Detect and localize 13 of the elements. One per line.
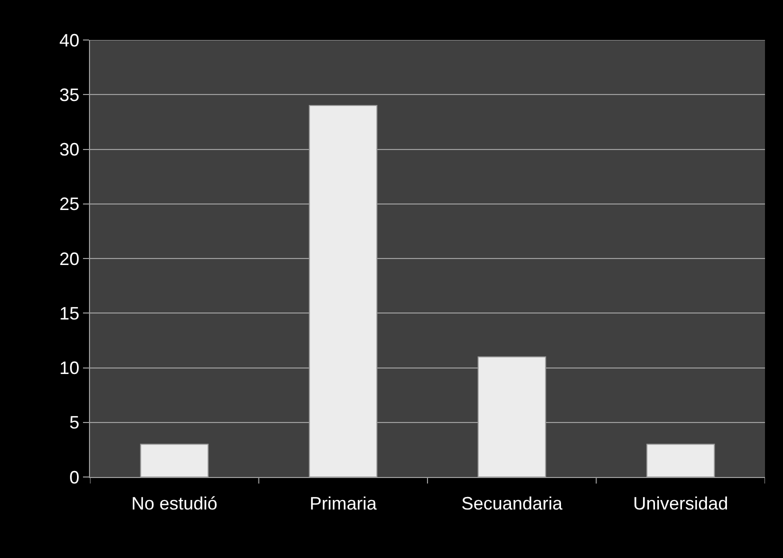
y-tick-label: 10 <box>59 358 80 378</box>
y-tick-label: 30 <box>59 140 80 160</box>
y-tick-label: 15 <box>59 303 80 324</box>
x-tick-label: No estudió <box>131 494 218 514</box>
x-tick-label: Secuandaria <box>461 494 564 514</box>
y-tick-label: 40 <box>59 30 80 50</box>
x-tick-label: Universidad <box>633 494 728 514</box>
y-tick-label: 5 <box>69 412 80 433</box>
y-tick-label: 25 <box>59 194 80 214</box>
y-tick-label: 35 <box>59 84 80 105</box>
y-tick-label: 20 <box>59 248 80 269</box>
y-tick-label: 0 <box>69 467 80 488</box>
x-tick-label: Primaria <box>310 494 378 514</box>
